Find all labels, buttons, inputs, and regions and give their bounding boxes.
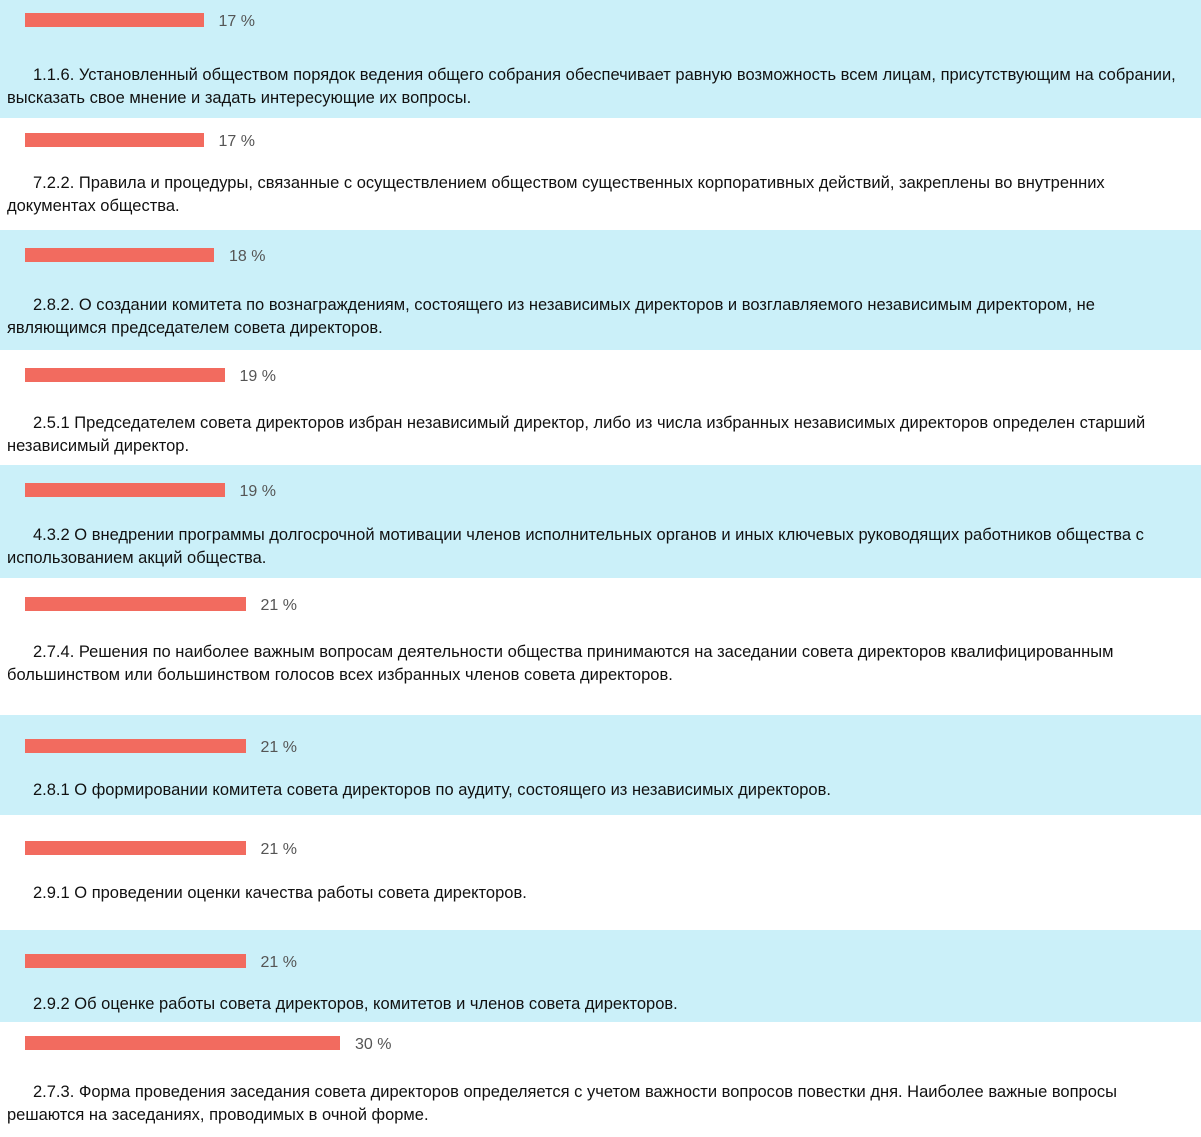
value-label: 17 % bbox=[218, 133, 255, 150]
value-label: 17 % bbox=[218, 13, 255, 30]
value-label: 21 % bbox=[260, 841, 297, 858]
bar bbox=[25, 248, 214, 262]
bar bbox=[25, 597, 246, 611]
bar bbox=[25, 13, 204, 27]
row-band bbox=[0, 815, 1201, 930]
category-label: 2.7.4. Решения по наиболее важным вопрос… bbox=[7, 642, 1114, 684]
bar bbox=[25, 841, 246, 855]
category-label: 1.1.6. Установленный обществом порядок в… bbox=[7, 65, 1176, 107]
category-label: 2.8.1 О формировании комитета совета дир… bbox=[33, 780, 831, 799]
category-label: 7.2.2. Правила и процедуры, связанные с … bbox=[7, 173, 1105, 215]
category-label: 2.9.2 Об оценке работы совета директоров… bbox=[33, 994, 678, 1013]
value-label: 19 % bbox=[239, 368, 276, 385]
bar bbox=[25, 483, 225, 497]
row-band bbox=[0, 930, 1201, 1022]
bar bbox=[25, 739, 246, 753]
bar bbox=[25, 954, 246, 968]
value-label: 30 % bbox=[355, 1036, 392, 1053]
bar bbox=[25, 368, 225, 382]
bar bbox=[25, 133, 204, 147]
value-label: 21 % bbox=[260, 739, 297, 756]
value-label: 19 % bbox=[239, 483, 276, 500]
category-label: 2.8.2. О создании комитета по вознагражд… bbox=[7, 295, 1095, 337]
value-label: 21 % bbox=[260, 597, 297, 614]
category-label: 2.7.3. Форма проведения заседания совета… bbox=[7, 1082, 1117, 1124]
bar bbox=[25, 1036, 340, 1050]
row-band bbox=[0, 715, 1201, 815]
category-label: 2.5.1 Председателем совета директоров из… bbox=[7, 413, 1146, 455]
value-label: 21 % bbox=[260, 954, 297, 971]
category-label: 2.9.1 О проведении оценки качества работ… bbox=[33, 883, 527, 902]
category-label: 4.3.2 О внедрении программы долгосрочной… bbox=[7, 525, 1144, 567]
value-label: 18 % bbox=[229, 248, 266, 265]
